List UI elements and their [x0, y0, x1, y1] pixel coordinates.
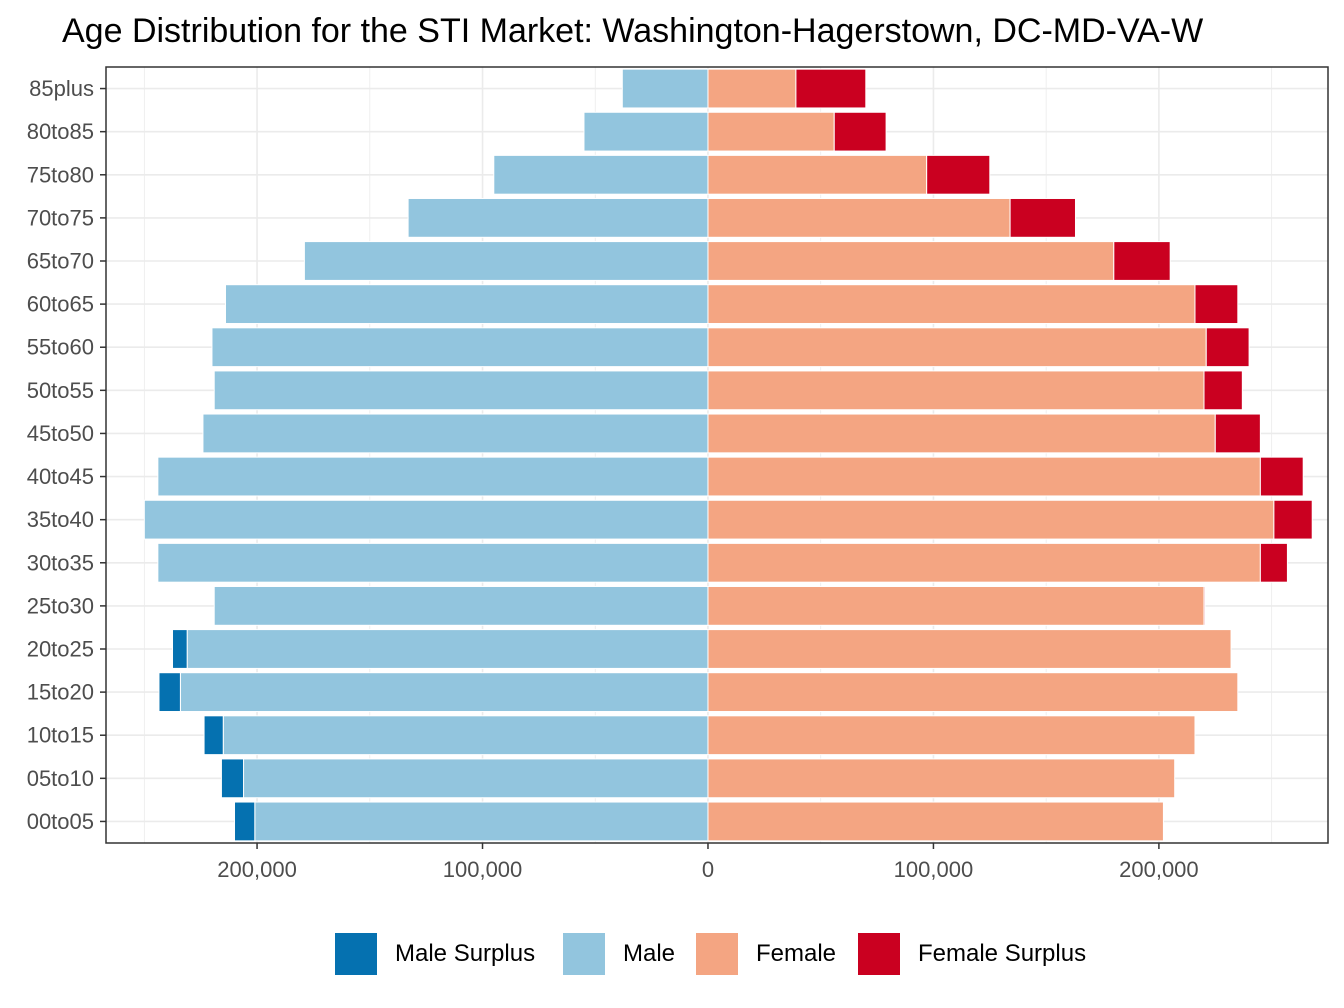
y-tick-label: 40to45 [27, 464, 94, 489]
y-tick-label: 65to70 [27, 249, 94, 274]
bar-female [707, 801, 1164, 842]
bar-male [224, 284, 709, 325]
bar-female [707, 456, 1261, 497]
bar-female-surplus [1273, 499, 1313, 540]
bar-female-surplus [1009, 197, 1076, 238]
bar-female-surplus [1113, 241, 1171, 281]
bar-male-surplus [234, 801, 256, 842]
bar-female [707, 758, 1176, 799]
bar-female-surplus [926, 154, 991, 195]
axis-layer: 85plus 80to85 75to80 70to75 65to70 60to65 55to… [27, 76, 1199, 882]
y-tick-label: 80to85 [27, 119, 94, 144]
y-tick-label: 75to80 [27, 162, 94, 187]
bar-male [303, 241, 709, 281]
panel-border [105, 66, 1329, 844]
legend-item: Female [696, 928, 836, 980]
bar-female [707, 370, 1205, 411]
bar-male [157, 542, 709, 583]
bar-female [707, 68, 797, 109]
bar-male [202, 413, 709, 454]
bar-female [707, 499, 1275, 540]
bar-layer [143, 68, 1313, 842]
bar-male [157, 456, 709, 497]
bar-female [707, 629, 1232, 669]
bar-male-surplus [203, 715, 224, 756]
bar-female-surplus [1194, 284, 1239, 325]
legend-swatch [335, 933, 377, 975]
bar-female [707, 154, 928, 195]
bar-female-surplus [833, 111, 887, 152]
bar-female-surplus [1203, 370, 1243, 411]
bar-female [707, 585, 1205, 626]
y-tick-label: 50to55 [27, 378, 94, 403]
x-tick-label: 0 [702, 857, 714, 882]
bar-female [707, 197, 1011, 238]
bar-male [186, 629, 709, 669]
y-tick-label: 70to75 [27, 205, 94, 230]
bar-female-surplus [1214, 413, 1261, 454]
bar-female [707, 672, 1239, 713]
bar-female [707, 327, 1207, 368]
y-tick-label: 00to05 [27, 809, 94, 834]
bar-male [213, 370, 709, 411]
bar-female-surplus [795, 68, 867, 109]
legend: Male Surplus Male Female Female Surplus [0, 928, 1344, 980]
bar-male [583, 111, 709, 152]
y-tick-label: 25to30 [27, 593, 94, 618]
bar-female [707, 715, 1196, 756]
legend-swatch [563, 933, 605, 975]
y-tick-label: 10to15 [27, 723, 94, 748]
legend-label: Male Surplus [395, 940, 536, 967]
y-tick-label: 30to35 [27, 550, 94, 575]
bar-male [222, 715, 709, 756]
bar-female-surplus [1259, 456, 1304, 497]
bar-female-surplus [1205, 327, 1250, 368]
y-tick-label: 20to25 [27, 637, 94, 662]
y-tick-label: 35to40 [27, 507, 94, 532]
bar-male [493, 154, 709, 195]
y-tick-label: 85plus [29, 76, 94, 101]
legend-item: Male Surplus [335, 928, 535, 980]
legend-label: Male [623, 940, 676, 967]
bar-female [707, 284, 1196, 325]
x-tick-label: 100,000 [894, 857, 974, 882]
bar-female-surplus [1259, 542, 1288, 583]
chart-title: Age Distribution for the STI Market: Was… [62, 12, 1204, 50]
x-tick-label: 100,000 [443, 857, 523, 882]
legend-item: Male [563, 928, 675, 980]
legend-label: Female [756, 940, 837, 967]
y-tick-label: 15to20 [27, 680, 94, 705]
bar-male-surplus [172, 629, 188, 669]
bar-female [707, 413, 1216, 454]
legend-swatch [858, 933, 900, 975]
bar-male [254, 801, 709, 842]
bar-male-surplus [158, 672, 181, 713]
legend-swatch [696, 933, 738, 975]
bar-male [179, 672, 709, 713]
bar-female [707, 111, 835, 152]
y-tick-label: 60to65 [27, 292, 94, 317]
legend-item: Female Surplus [858, 928, 1086, 980]
bar-male-surplus [220, 758, 245, 799]
bar-male [621, 68, 709, 109]
y-tick-label: 45to50 [27, 421, 94, 446]
x-tick-label: 200,000 [217, 857, 297, 882]
bar-female [707, 241, 1115, 281]
bar-male [243, 758, 709, 799]
bar-female-surplus [1203, 585, 1206, 626]
bar-male [213, 585, 709, 626]
bar-male [143, 499, 709, 540]
legend-label: Female Surplus [918, 940, 1087, 967]
bar-female [707, 542, 1261, 583]
y-tick-label: 55to60 [27, 335, 94, 360]
y-tick-label: 05to10 [27, 766, 94, 791]
bar-male [211, 327, 709, 368]
x-tick-label: 200,000 [1119, 857, 1199, 882]
bar-male [407, 197, 709, 238]
